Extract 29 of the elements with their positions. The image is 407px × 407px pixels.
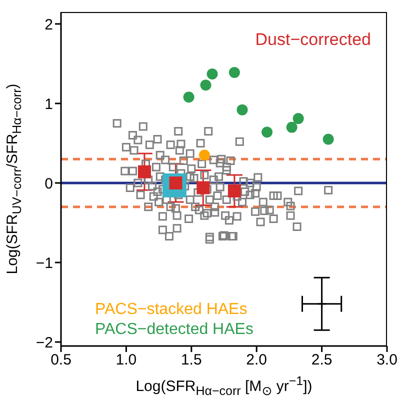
x-tick-label: 1.5 xyxy=(180,352,202,369)
point xyxy=(286,122,298,133)
x-tick-label: 2.5 xyxy=(311,352,332,369)
point xyxy=(262,126,273,138)
point xyxy=(228,184,241,198)
y-tick-label: −2 xyxy=(36,334,53,352)
point xyxy=(200,80,212,91)
x-tick-label: 1.0 xyxy=(116,352,137,369)
point xyxy=(292,113,304,124)
x-tick-label: 3.0 xyxy=(376,352,398,369)
y-tick-label: 2 xyxy=(44,16,53,34)
x-tick-label: 2.0 xyxy=(246,352,268,369)
text: PACS−detected HAEs xyxy=(95,320,254,340)
y-tick-label: 1 xyxy=(44,96,53,113)
y-tick-label: −1 xyxy=(36,254,53,272)
point xyxy=(196,181,210,194)
point xyxy=(322,134,334,145)
x-tick-label: 0.5 xyxy=(50,352,72,369)
x-axis-title: Log(SFR$_{Hα−corr}$ [M$_{⊙}$ yr$^{−1}$]) xyxy=(134,374,314,398)
point xyxy=(317,299,327,309)
y-tick-label: 0 xyxy=(44,175,53,192)
text: PACS−stacked HAEs xyxy=(95,300,248,320)
point xyxy=(206,68,218,80)
point xyxy=(228,66,240,78)
annotation: Dust−corrected xyxy=(255,30,371,50)
point xyxy=(138,165,151,178)
point xyxy=(198,150,210,161)
point xyxy=(183,92,194,103)
point xyxy=(236,104,248,116)
